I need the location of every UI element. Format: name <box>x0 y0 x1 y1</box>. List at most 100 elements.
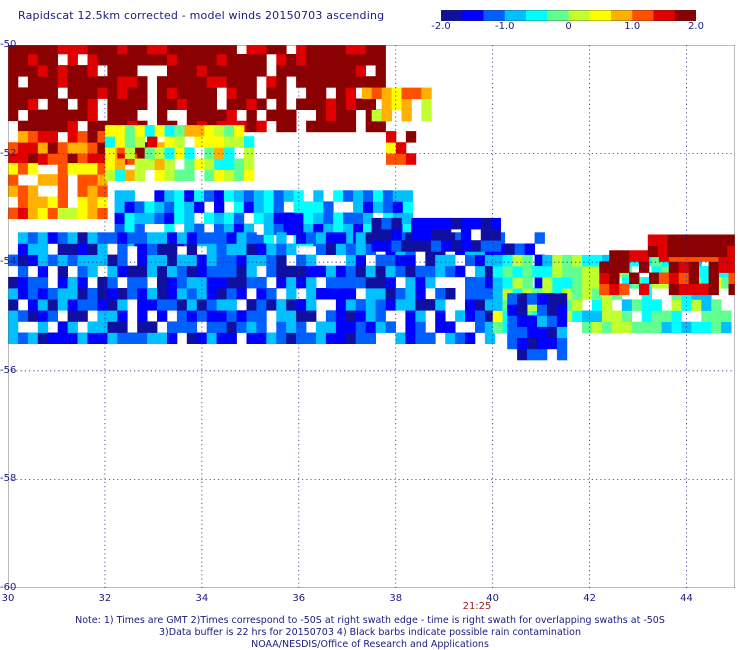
wind-cell <box>611 321 623 334</box>
wind-cell <box>223 212 235 224</box>
wind-cell <box>246 98 257 110</box>
wind-cell <box>306 65 317 77</box>
wind-cell <box>717 234 728 246</box>
wind-cell <box>470 217 482 230</box>
wind-cell <box>127 65 138 77</box>
wind-cell <box>306 98 317 110</box>
wind-cell <box>345 243 357 255</box>
wind-cell <box>206 232 217 244</box>
wind-cell <box>37 142 49 154</box>
wind-cell <box>97 207 108 220</box>
wind-cell <box>236 321 247 333</box>
wind-cell <box>27 153 39 165</box>
wind-cell <box>77 299 88 311</box>
wind-cell <box>647 234 659 246</box>
wind-cell <box>17 265 29 278</box>
wind-cell <box>196 87 208 99</box>
wind-cell <box>365 332 376 344</box>
wind-cell <box>167 299 178 311</box>
wind-cell <box>325 243 337 255</box>
wind-cell <box>47 207 58 220</box>
wind-cell <box>8 98 19 110</box>
wind-cell <box>233 201 245 213</box>
lat-lon-grid <box>8 45 735 588</box>
wind-cell <box>87 65 98 77</box>
wind-cell <box>167 276 178 289</box>
wind-cell <box>396 142 407 154</box>
wind-cell <box>296 321 307 333</box>
wind-cell <box>475 276 486 289</box>
wind-cell <box>333 223 344 236</box>
wind-cell <box>425 276 436 289</box>
wind-cell <box>67 276 78 289</box>
wind-cell <box>256 310 267 322</box>
wind-cell <box>57 207 68 220</box>
wind-cell <box>27 196 39 208</box>
wind-cell <box>107 299 118 311</box>
wind-cell <box>97 288 108 300</box>
wind-cell <box>711 299 722 311</box>
wind-cell <box>87 87 98 99</box>
wind-cell <box>236 65 247 77</box>
wind-cell <box>87 321 98 333</box>
wind-cell <box>678 272 690 284</box>
wind-cell <box>353 201 364 213</box>
wind-cell <box>216 54 227 66</box>
color-scale-cell <box>568 10 591 21</box>
wind-cell <box>244 169 255 182</box>
wind-cell <box>425 299 436 311</box>
wind-cell <box>537 315 548 327</box>
wind-cell <box>37 153 49 165</box>
wind-cell <box>17 243 29 255</box>
wind-cell <box>385 254 396 267</box>
wind-cell <box>57 76 68 88</box>
wind-cell <box>234 169 245 182</box>
wind-cell <box>97 76 108 88</box>
wind-cell <box>572 310 583 322</box>
wind-cell <box>480 240 492 252</box>
wind-cell <box>592 310 603 322</box>
wind-cell <box>167 232 178 244</box>
wind-cell <box>256 254 267 267</box>
wind-cell <box>435 288 446 300</box>
wind-cell <box>167 87 178 99</box>
wind-cell <box>157 45 168 55</box>
wind-cell <box>475 310 486 322</box>
wind-cell <box>77 232 88 244</box>
wind-cell <box>97 299 108 311</box>
wind-cell <box>316 45 327 55</box>
wind-cell <box>371 217 382 230</box>
wind-cell <box>421 229 432 241</box>
wind-cell <box>405 232 416 244</box>
wind-cell <box>375 76 386 88</box>
wind-cell <box>174 136 185 148</box>
wind-cell <box>17 332 29 344</box>
wind-cell <box>371 87 382 100</box>
wind-cell <box>246 45 257 55</box>
wind-cell <box>226 243 237 255</box>
wind-cell <box>167 98 178 110</box>
wind-cell <box>157 243 168 255</box>
wind-cell <box>57 276 68 289</box>
wind-cell <box>391 229 402 241</box>
wind-cell <box>176 265 188 278</box>
wind-cell <box>186 45 198 55</box>
wind-cell <box>445 265 456 278</box>
wind-cell <box>67 332 78 344</box>
wind-cell <box>87 54 98 66</box>
wind-cell <box>303 223 314 236</box>
wind-cell <box>431 240 442 252</box>
wind-cell <box>411 87 422 100</box>
wind-cell <box>97 310 108 322</box>
wind-cell <box>619 283 630 296</box>
wind-cell <box>37 87 49 99</box>
wind-cell <box>67 45 78 55</box>
color-scale-bar <box>441 10 696 21</box>
wind-cell <box>8 76 19 88</box>
wind-cell <box>47 65 58 77</box>
wind-cell <box>335 120 347 133</box>
wind-cell <box>552 277 563 289</box>
wind-cell <box>592 299 603 311</box>
wind-cell <box>8 142 19 154</box>
wind-cell <box>256 65 267 77</box>
